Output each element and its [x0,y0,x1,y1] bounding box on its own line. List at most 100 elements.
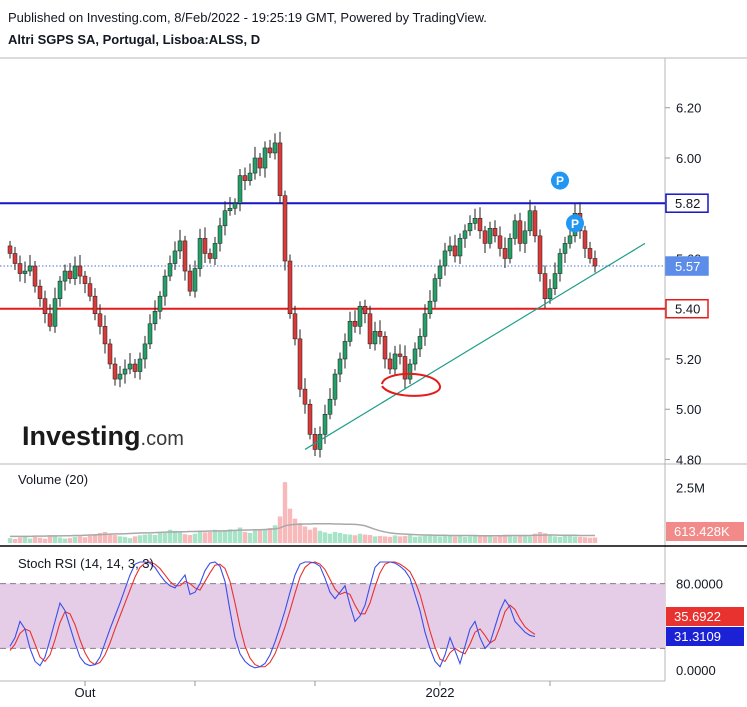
volume-bar [557,536,563,543]
markers[interactable]: PP [551,171,584,233]
volume-bar [112,535,118,543]
volume-bar [522,535,528,543]
candle-body [522,230,528,244]
candle-body [12,253,18,264]
candle-body [432,278,438,302]
volume-bar [572,536,578,543]
volume-bar [202,532,208,543]
volume-bar [592,537,598,543]
volume-bar [177,532,183,543]
candle-body [212,243,218,259]
volume-bar [427,535,433,543]
volume-bar [87,535,93,543]
volume-bar [102,531,108,543]
candle-body [62,270,68,282]
candle-body [142,343,148,360]
candle-body [532,210,538,237]
candle-body [282,195,288,262]
volume-bar [32,536,38,543]
volume-bar [437,536,443,543]
volume-bar [252,529,258,543]
candle-body [82,275,88,284]
volume-bar [82,537,88,543]
volume-bar [477,535,483,543]
candle-body [367,313,373,345]
volume-ma-line [10,523,595,538]
volume-bar [17,537,23,543]
candle-body [402,356,408,380]
candle-body [527,210,533,232]
volume-bar [222,530,228,543]
volume-bar [517,535,523,543]
candle-body [52,298,58,327]
candle-body [492,228,498,237]
candle-body [152,311,158,325]
candle-body [57,280,63,299]
candle-body [187,270,193,292]
candle-body [542,273,548,299]
candle-body [27,265,33,272]
volume-bar [512,536,518,543]
candle-body [287,260,293,315]
volume-bar [237,527,243,543]
candle-body [452,245,458,257]
volume-bar [447,535,453,543]
volume-bar [287,508,293,543]
volume-bar [392,535,398,543]
volume-bar [187,535,193,543]
volume-label: Volume (20) [18,472,88,487]
candle-body [322,414,328,435]
candle-body [117,373,123,380]
candle-body [587,248,593,259]
stoch-tick-label: 0.0000 [676,663,716,678]
candles [7,131,598,458]
volume-bar [347,534,353,543]
candle-body [132,363,138,372]
volume-bar [452,536,458,543]
pivot-marker [566,214,584,233]
candle-body [557,253,563,274]
stoch-tick-label: 80.0000 [676,577,723,592]
candle-body [72,265,78,279]
price-tick-label: 6.00 [676,151,701,166]
candle-body [197,238,203,269]
volume-bar [407,535,413,543]
candle-body [227,207,233,212]
pivot-marker-label: P [571,217,579,231]
candle-body [307,403,313,435]
volume-bar [127,538,133,543]
candle-body [222,210,228,227]
trend-line[interactable] [304,242,646,450]
candle-body [502,248,508,259]
volume-bar [492,536,498,543]
candle-body [467,223,473,232]
candle-body [562,243,568,254]
volume-bar [42,538,48,543]
volume-bar [542,533,548,543]
candle-body [297,338,303,390]
stoch-d-box [666,607,744,626]
volume-bar [282,482,288,543]
time-axis-label: 2022 [426,685,455,700]
volume-bar [137,535,143,543]
candle-body [107,343,113,365]
volume-bar [382,536,388,543]
volume-bar [247,533,253,543]
candle-body [382,336,388,360]
volume-bar [462,536,468,543]
candle-body [47,313,53,327]
volume-bar [332,531,338,543]
candle-body [172,250,178,264]
last-price-label-box [665,256,709,276]
candle-body [217,225,223,244]
volume-bar [362,534,368,543]
stoch-d-label: 35.6922 [674,609,721,624]
pivot-marker [551,171,569,190]
volume-bar [242,531,248,543]
volume-bar [257,530,263,543]
volume-bar [357,533,363,543]
candle-body [377,331,383,337]
candle-body [437,265,443,279]
candle-body [392,353,398,370]
